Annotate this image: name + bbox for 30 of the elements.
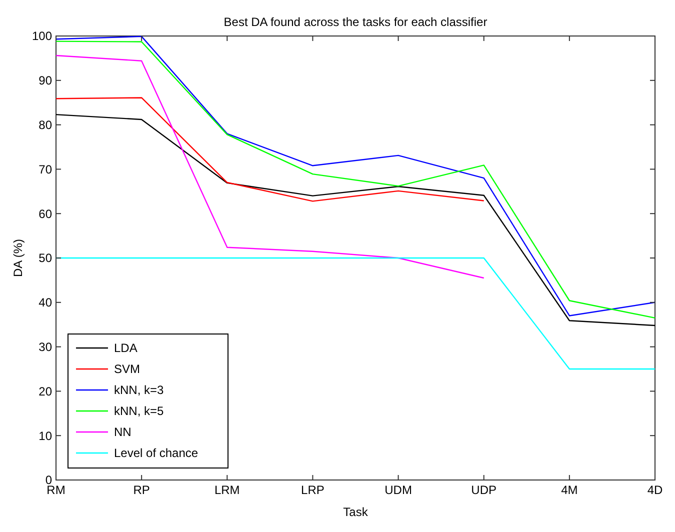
- legend-label: LDA: [114, 341, 138, 356]
- line-series: [55, 97, 484, 202]
- y-tick-label: 80: [38, 118, 52, 132]
- y-tick-label: 100: [32, 29, 52, 44]
- x-tick-label: LRM: [214, 483, 240, 497]
- legend-label: kNN, k=3: [114, 383, 164, 398]
- x-tick-label: LRP: [301, 483, 324, 497]
- y-axis-title: DA (%): [11, 238, 25, 278]
- line-series: [55, 54, 484, 279]
- y-tick-label: 70: [38, 162, 52, 176]
- x-tick-label: RM: [46, 483, 66, 497]
- y-tick-label: 50: [38, 251, 52, 266]
- y-tick-label: 30: [38, 340, 52, 354]
- x-tick-label: RP: [133, 483, 150, 497]
- legend-label: NN: [114, 425, 132, 440]
- x-tick-label: UDP: [471, 483, 497, 497]
- x-tick-label: 4D: [647, 483, 663, 497]
- legend-label: Level of chance: [114, 446, 198, 460]
- line-series: [55, 114, 656, 326]
- legend-label: kNN, k=5: [114, 404, 164, 418]
- x-axis-title: Task: [343, 505, 369, 519]
- chart-title: Best DA found across the tasks for each classifier: [224, 15, 488, 29]
- y-tick-label: 10: [38, 428, 52, 443]
- y-tick-label: 60: [38, 206, 52, 221]
- legend-label: SVM: [114, 362, 140, 376]
- y-tick-label: 20: [38, 384, 52, 398]
- y-tick-label: 40: [38, 296, 52, 310]
- x-tick-label: 4M: [561, 483, 578, 497]
- y-tick-label: 90: [38, 74, 52, 88]
- x-tick-label: UDM: [384, 483, 412, 497]
